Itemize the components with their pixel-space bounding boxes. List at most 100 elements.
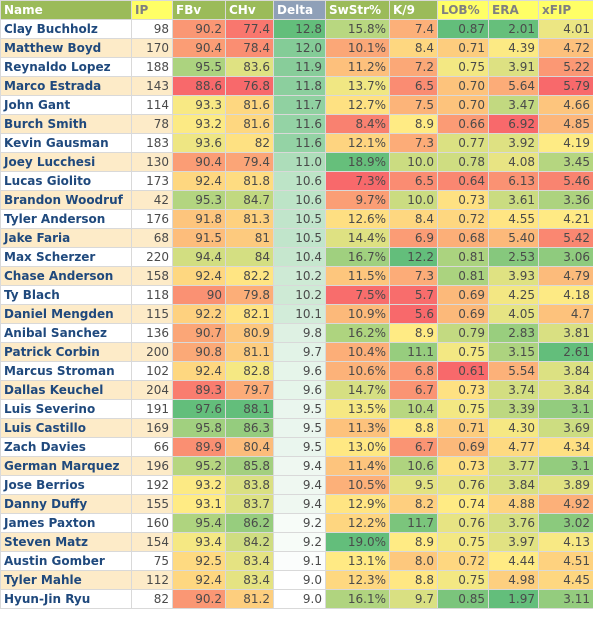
cell-chv: 81 (225, 228, 274, 248)
cell-delta: 11.6 (273, 133, 326, 153)
cell-xfip: 4.85 (538, 114, 593, 134)
cell-ip: 112 (131, 570, 173, 590)
table-row: Luis Severino 191 97.6 88.1 9.5 13.5% 10.4 0.75… (0, 399, 593, 419)
cell-era: 3.47 (488, 95, 539, 115)
cell-chv: 82 (225, 133, 274, 153)
cell-chv: 79.7 (225, 380, 274, 400)
cell-era: 3.97 (488, 532, 539, 552)
table-row: Steven Matz 154 93.4 84.2 9.2 19.0% 8.9 0.75 3.9… (0, 532, 593, 552)
table-row: James Paxton 160 95.4 86.2 9.2 12.2% 11.7 0.76 3… (0, 513, 593, 533)
cell-chv: 77.4 (225, 19, 274, 39)
cell-era: 3.91 (488, 57, 539, 77)
cell-swstr: 15.8% (325, 19, 390, 39)
cell-name: Luis Severino (0, 399, 132, 419)
cell-xfip: 5.42 (538, 228, 593, 248)
cell-xfip: 4.51 (538, 551, 593, 571)
cell-delta: 9.0 (273, 589, 326, 609)
cell-ip: 42 (131, 190, 173, 210)
cell-fbv: 93.4 (172, 532, 226, 552)
cell-era: 3.84 (488, 475, 539, 495)
cell-fbv: 94.4 (172, 247, 226, 267)
table-row: Luis Castillo 169 95.8 86.3 9.5 11.3% 8.8 0.71 4… (0, 418, 593, 438)
cell-ip: 82 (131, 589, 173, 609)
cell-name: Ty Blach (0, 285, 132, 305)
cell-fbv: 95.8 (172, 418, 226, 438)
cell-lob: 0.75 (437, 399, 489, 419)
cell-swstr: 9.7% (325, 190, 390, 210)
cell-xfip: 3.81 (538, 323, 593, 343)
cell-xfip: 3.36 (538, 190, 593, 210)
cell-delta: 9.4 (273, 494, 326, 514)
cell-swstr: 16.1% (325, 589, 390, 609)
header-fbv: FBv (172, 0, 226, 20)
cell-swstr: 13.0% (325, 437, 390, 457)
cell-chv: 80.9 (225, 323, 274, 343)
cell-fbv: 92.2 (172, 304, 226, 324)
cell-name: Joey Lucchesi (0, 152, 132, 172)
cell-name: Daniel Mengden (0, 304, 132, 324)
cell-k9: 8.4 (389, 209, 438, 229)
cell-fbv: 90.4 (172, 38, 226, 58)
cell-xfip: 4.13 (538, 532, 593, 552)
cell-ip: 170 (131, 38, 173, 58)
cell-era: 5.40 (488, 228, 539, 248)
cell-lob: 0.73 (437, 380, 489, 400)
cell-chv: 81.3 (225, 209, 274, 229)
header-k9: K/9 (389, 0, 438, 20)
cell-ip: 98 (131, 19, 173, 39)
cell-swstr: 18.9% (325, 152, 390, 172)
cell-k9: 12.2 (389, 247, 438, 267)
cell-k9: 6.5 (389, 171, 438, 191)
cell-delta: 9.4 (273, 456, 326, 476)
cell-ip: 200 (131, 342, 173, 362)
cell-xfip: 4.21 (538, 209, 593, 229)
cell-k9: 10.0 (389, 190, 438, 210)
cell-fbv: 90.2 (172, 19, 226, 39)
cell-fbv: 90.4 (172, 152, 226, 172)
cell-chv: 83.4 (225, 570, 274, 590)
cell-lob: 0.81 (437, 266, 489, 286)
cell-swstr: 8.4% (325, 114, 390, 134)
cell-ip: 78 (131, 114, 173, 134)
cell-xfip: 4.18 (538, 285, 593, 305)
cell-delta: 10.5 (273, 228, 326, 248)
cell-delta: 9.8 (273, 323, 326, 343)
cell-name: Austin Gomber (0, 551, 132, 571)
cell-era: 4.77 (488, 437, 539, 457)
cell-fbv: 91.5 (172, 228, 226, 248)
cell-fbv: 91.8 (172, 209, 226, 229)
cell-xfip: 4.01 (538, 19, 593, 39)
cell-chv: 86.2 (225, 513, 274, 533)
cell-ip: 183 (131, 133, 173, 153)
cell-name: Clay Buchholz (0, 19, 132, 39)
cell-chv: 79.4 (225, 152, 274, 172)
table-row: Reynaldo Lopez 188 95.5 83.6 11.9 11.2% 7.2 0.7… (0, 57, 593, 77)
cell-lob: 0.73 (437, 456, 489, 476)
cell-xfip: 4.7 (538, 304, 593, 324)
cell-ip: 196 (131, 456, 173, 476)
header-xfip: xFIP (538, 0, 593, 20)
cell-chv: 83.6 (225, 57, 274, 77)
cell-name: Reynaldo Lopez (0, 57, 132, 77)
cell-chv: 83.8 (225, 475, 274, 495)
cell-chv: 85.8 (225, 456, 274, 476)
cell-name: Max Scherzer (0, 247, 132, 267)
cell-ip: 130 (131, 152, 173, 172)
cell-swstr: 14.4% (325, 228, 390, 248)
cell-ip: 158 (131, 266, 173, 286)
cell-xfip: 3.02 (538, 513, 593, 533)
cell-fbv: 92.4 (172, 171, 226, 191)
cell-swstr: 19.0% (325, 532, 390, 552)
cell-xfip: 4.66 (538, 95, 593, 115)
cell-xfip: 5.22 (538, 57, 593, 77)
cell-xfip: 3.84 (538, 380, 593, 400)
cell-name: Jose Berrios (0, 475, 132, 495)
cell-fbv: 93.6 (172, 133, 226, 153)
cell-swstr: 12.9% (325, 494, 390, 514)
cell-delta: 9.5 (273, 399, 326, 419)
cell-swstr: 16.2% (325, 323, 390, 343)
cell-era: 3.74 (488, 380, 539, 400)
cell-ip: 115 (131, 304, 173, 324)
table-row: Brandon Woodruf 42 95.3 84.7 10.6 9.7% 10.0 0.7… (0, 190, 593, 210)
cell-chv: 84 (225, 247, 274, 267)
